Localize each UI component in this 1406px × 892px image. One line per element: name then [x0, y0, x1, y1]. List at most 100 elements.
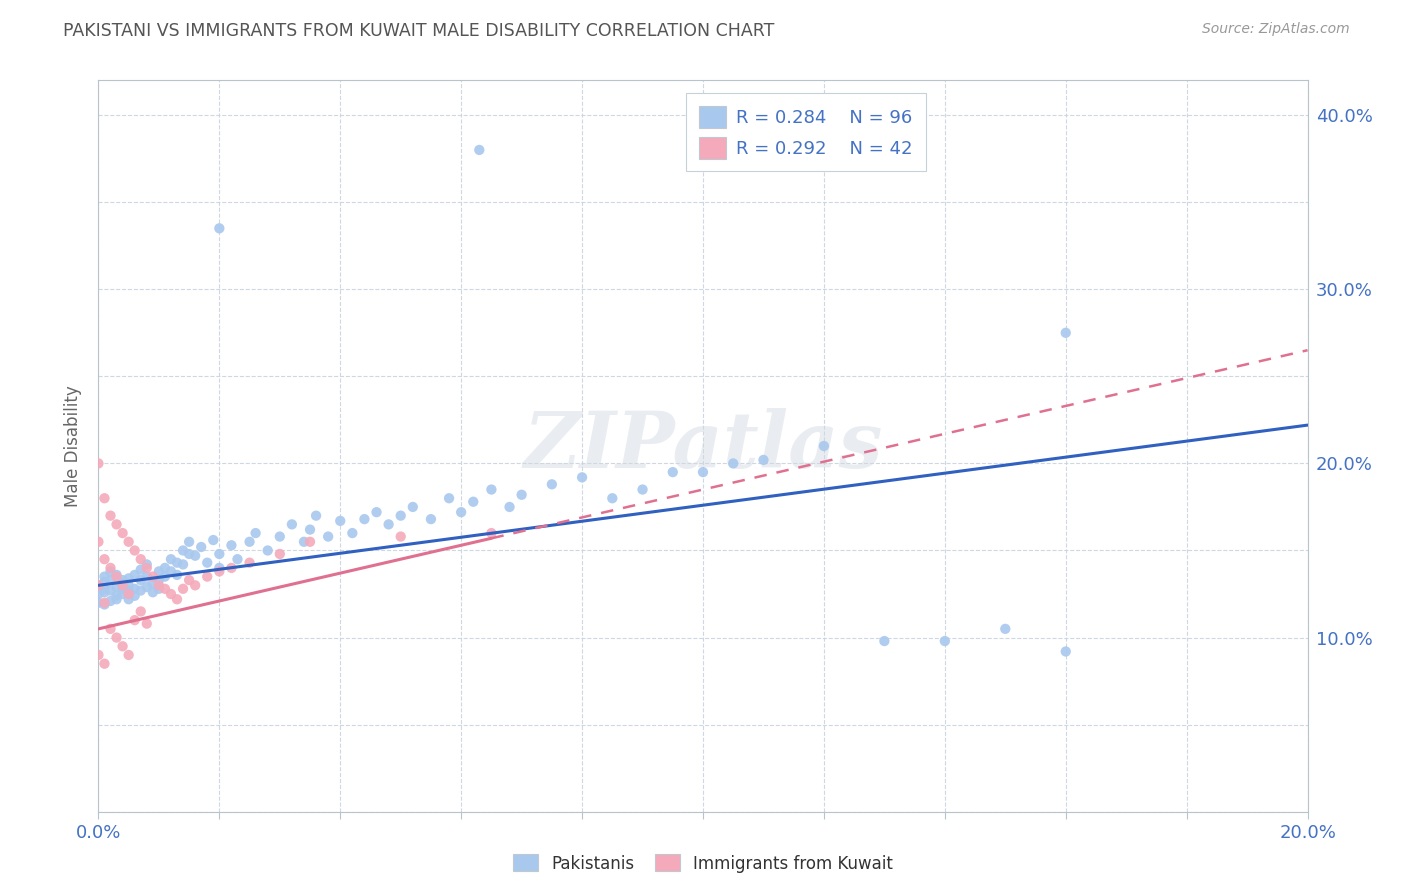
Point: [1054, 644, 1077, 658]
Point: [160, 565, 183, 579]
Point: [142, 585, 165, 599]
Point: [100, 622, 122, 636]
Point: [135, 616, 157, 631]
Point: [93, 582, 115, 596]
Point: [111, 587, 134, 601]
Point: [172, 582, 194, 596]
Point: [166, 592, 188, 607]
Point: [93, 598, 115, 612]
Point: [87, 648, 110, 662]
Text: PAKISTANI VS IMMIGRANTS FROM KUWAIT MALE DISABILITY CORRELATION CHART: PAKISTANI VS IMMIGRANTS FROM KUWAIT MALE…: [63, 22, 775, 40]
Point: [208, 565, 231, 579]
Point: [160, 552, 183, 566]
Point: [87, 578, 110, 592]
Point: [105, 569, 128, 583]
Point: [994, 622, 1017, 636]
Point: [87, 587, 110, 601]
Point: [118, 648, 141, 662]
Point: [87, 534, 110, 549]
Point: [124, 543, 146, 558]
Point: [148, 582, 170, 596]
Text: ZIPatlas: ZIPatlas: [523, 408, 883, 484]
Point: [111, 582, 134, 596]
Point: [105, 631, 128, 645]
Point: [202, 533, 225, 547]
Point: [420, 512, 443, 526]
Point: [135, 580, 157, 594]
Point: [100, 561, 122, 575]
Point: [450, 505, 472, 519]
Point: [118, 571, 141, 585]
Point: [172, 558, 194, 572]
Point: [498, 500, 520, 514]
Point: [87, 596, 110, 610]
Point: [129, 552, 152, 566]
Point: [118, 587, 141, 601]
Point: [124, 567, 146, 582]
Point: [93, 491, 115, 506]
Point: [353, 512, 375, 526]
Point: [100, 583, 122, 598]
Point: [105, 580, 128, 594]
Point: [148, 578, 170, 592]
Point: [100, 565, 122, 579]
Text: Source: ZipAtlas.com: Source: ZipAtlas.com: [1202, 22, 1350, 37]
Point: [124, 589, 146, 603]
Point: [195, 569, 218, 583]
Point: [105, 592, 128, 607]
Point: [129, 563, 152, 577]
Point: [118, 578, 141, 592]
Point: [221, 538, 243, 552]
Point: [256, 543, 278, 558]
Point: [93, 657, 115, 671]
Point: [723, 457, 745, 471]
Point: [135, 558, 157, 572]
Point: [299, 534, 322, 549]
Point: [111, 576, 134, 591]
Point: [389, 530, 412, 544]
Point: [631, 483, 654, 497]
Point: [329, 514, 352, 528]
Point: [292, 534, 315, 549]
Point: [571, 470, 593, 484]
Point: [93, 585, 115, 599]
Point: [153, 561, 176, 575]
Point: [111, 526, 134, 541]
Point: [93, 574, 115, 589]
Point: [1054, 326, 1077, 340]
Point: [299, 523, 322, 537]
Point: [208, 221, 231, 235]
Point: [179, 534, 201, 549]
Point: [166, 556, 188, 570]
Point: [873, 634, 896, 648]
Point: [148, 565, 170, 579]
Point: [166, 567, 188, 582]
Point: [153, 569, 176, 583]
Point: [208, 547, 231, 561]
Point: [221, 561, 243, 575]
Point: [481, 526, 503, 541]
Point: [402, 500, 425, 514]
Point: [179, 573, 201, 587]
Point: [184, 578, 207, 592]
Point: [118, 534, 141, 549]
Point: [105, 589, 128, 603]
Point: [87, 578, 110, 592]
Point: [195, 556, 218, 570]
Point: [93, 552, 115, 566]
Point: [316, 530, 339, 544]
Legend: Pakistanis, Immigrants from Kuwait: Pakistanis, Immigrants from Kuwait: [506, 847, 900, 880]
Point: [87, 457, 110, 471]
Point: [129, 604, 152, 618]
Point: [377, 517, 399, 532]
Point: [124, 582, 146, 596]
Point: [124, 613, 146, 627]
Point: [281, 517, 304, 532]
Point: [468, 143, 491, 157]
Point: [148, 573, 170, 587]
Y-axis label: Male Disability: Male Disability: [65, 385, 83, 507]
Point: [245, 526, 267, 541]
Point: [208, 561, 231, 575]
Point: [226, 552, 249, 566]
Point: [111, 578, 134, 592]
